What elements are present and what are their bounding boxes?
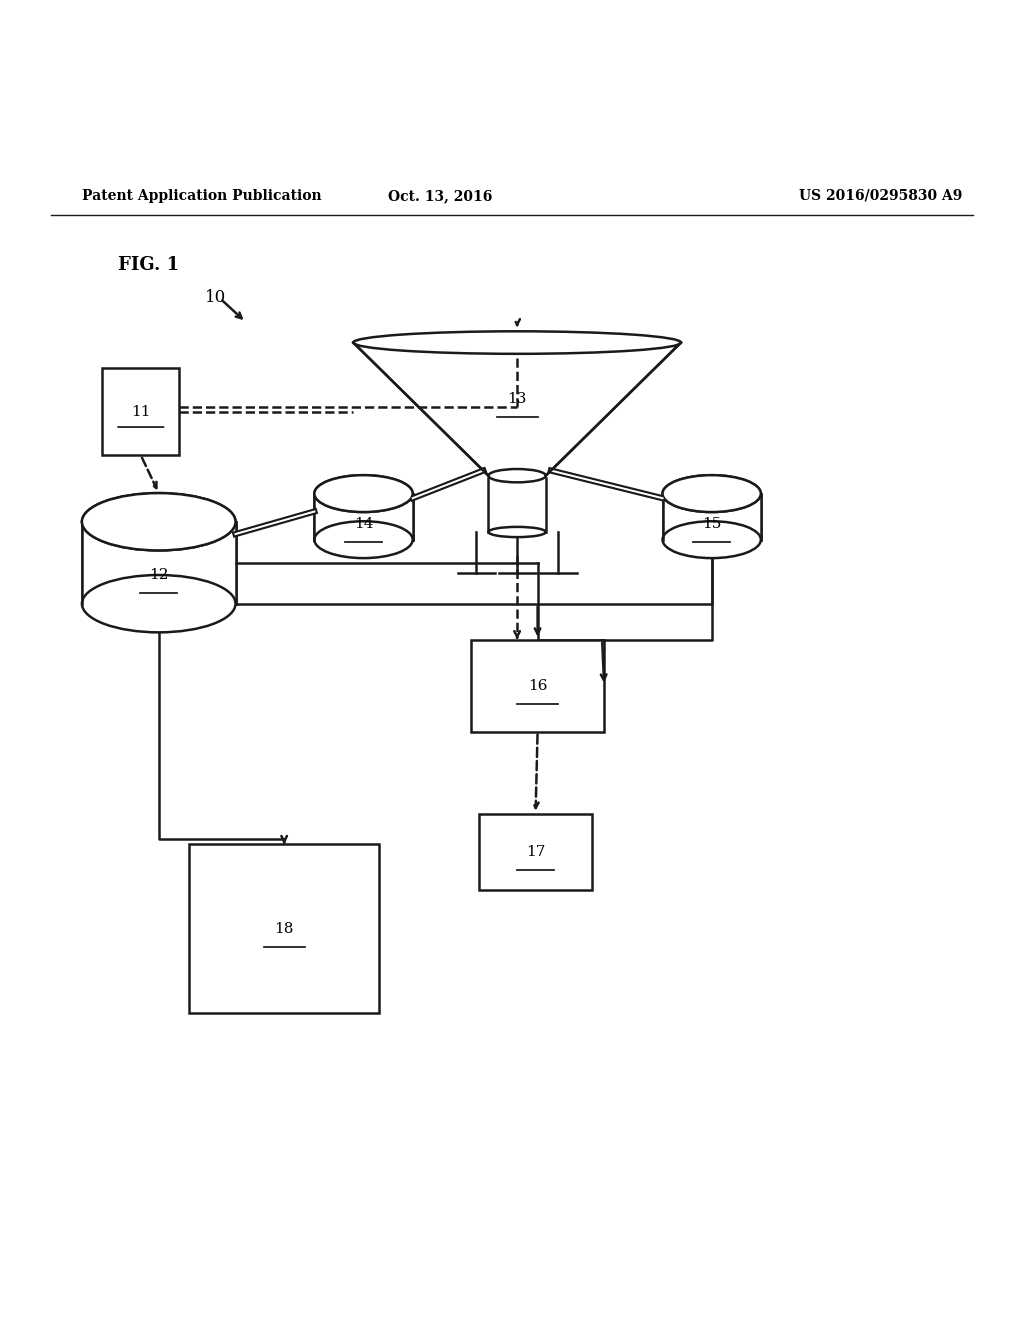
Ellipse shape [663, 521, 761, 558]
Ellipse shape [663, 475, 761, 512]
Text: 10: 10 [205, 289, 226, 306]
Text: 13: 13 [508, 392, 526, 405]
Polygon shape [353, 343, 681, 475]
Text: 17: 17 [526, 845, 545, 859]
Text: 16: 16 [527, 678, 548, 693]
Ellipse shape [314, 475, 413, 512]
Ellipse shape [353, 331, 681, 354]
Ellipse shape [488, 469, 546, 482]
Ellipse shape [82, 494, 236, 550]
Ellipse shape [314, 475, 413, 512]
Text: 11: 11 [131, 405, 151, 418]
FancyBboxPatch shape [189, 845, 379, 1014]
Ellipse shape [663, 475, 761, 512]
Text: FIG. 1: FIG. 1 [118, 256, 179, 273]
Text: Oct. 13, 2016: Oct. 13, 2016 [388, 189, 493, 203]
Bar [663, 494, 761, 540]
Bar [314, 494, 413, 540]
Text: US 2016/0295830 A9: US 2016/0295830 A9 [799, 189, 963, 203]
Ellipse shape [488, 527, 546, 537]
Text: 18: 18 [274, 921, 294, 936]
Text: 15: 15 [702, 516, 721, 531]
Ellipse shape [82, 576, 236, 632]
Ellipse shape [314, 521, 413, 558]
FancyBboxPatch shape [479, 813, 592, 891]
FancyBboxPatch shape [471, 639, 604, 731]
Text: 12: 12 [148, 568, 169, 582]
Text: 14: 14 [353, 516, 374, 531]
Text: Patent Application Publication: Patent Application Publication [82, 189, 322, 203]
Bar [82, 521, 236, 603]
FancyBboxPatch shape [102, 368, 179, 455]
Ellipse shape [82, 494, 236, 550]
